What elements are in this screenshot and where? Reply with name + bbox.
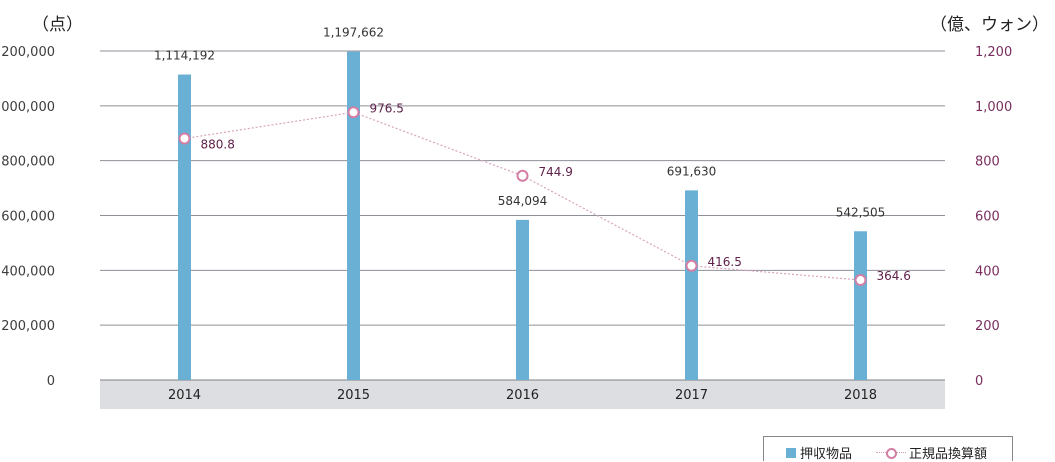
x-tick-label: 2018 bbox=[844, 388, 877, 403]
line-point bbox=[347, 106, 360, 119]
legend-line-swatch bbox=[876, 447, 906, 459]
y-left-tick-label: 1,200,000 bbox=[0, 45, 55, 60]
bar bbox=[685, 190, 698, 380]
y-left-tick-label: 200,000 bbox=[1, 319, 55, 334]
line-point bbox=[178, 132, 191, 145]
y-right-tick-label: 600 bbox=[975, 210, 1000, 225]
line-value-label: 976.5 bbox=[370, 101, 404, 115]
bar bbox=[178, 74, 191, 380]
x-tick-label: 2014 bbox=[168, 388, 201, 403]
bar-value-label: 542,505 bbox=[836, 205, 886, 219]
bar-value-label: 1,114,192 bbox=[154, 49, 215, 63]
x-tick-label: 2015 bbox=[337, 388, 370, 403]
y-left-tick-label: 1,000,000 bbox=[0, 100, 55, 115]
bar-value-label: 584,094 bbox=[498, 194, 548, 208]
legend-item-genuine-value: 正規品換算額 bbox=[876, 443, 987, 462]
bar bbox=[854, 231, 867, 380]
legend-label-seized-goods: 押収物品 bbox=[800, 447, 853, 462]
y-right-tick-label: 800 bbox=[975, 155, 1000, 170]
y-left-tick-label: 800,000 bbox=[1, 155, 55, 170]
legend-label-genuine-value: 正規品換算額 bbox=[909, 447, 988, 462]
line-value-label: 416.5 bbox=[708, 255, 742, 269]
bar-value-label: 691,630 bbox=[667, 164, 717, 178]
line-point bbox=[854, 274, 867, 287]
line-point bbox=[685, 259, 698, 272]
y-left-tick-label: 600,000 bbox=[1, 210, 55, 225]
y-right-tick-label: 200 bbox=[975, 319, 1000, 334]
line-value-label: 744.9 bbox=[539, 165, 573, 179]
y-right-tick-label: 1,200 bbox=[975, 45, 1012, 60]
y-right-tick-label: 1,000 bbox=[975, 100, 1012, 115]
left-axis-unit-label: （点） bbox=[32, 15, 83, 35]
y-left-tick-label: 400,000 bbox=[1, 264, 55, 279]
x-tick-label: 2016 bbox=[506, 388, 539, 403]
bar bbox=[516, 219, 529, 380]
bar-value-label: 1,197,662 bbox=[323, 26, 384, 40]
legend-item-seized-goods: 押収物品 bbox=[786, 443, 852, 462]
y-right-tick-label: 0 bbox=[975, 374, 983, 389]
bar bbox=[347, 51, 360, 381]
right-axis-unit-label: （億、ウォン） bbox=[930, 15, 1049, 35]
line-point bbox=[516, 169, 529, 182]
chart-legend: 押収物品 正規品換算額 bbox=[763, 436, 1013, 462]
line-value-label: 364.6 bbox=[877, 269, 911, 283]
x-axis-band bbox=[100, 380, 945, 409]
line-value-label: 880.8 bbox=[201, 138, 235, 152]
x-tick-label: 2017 bbox=[675, 388, 708, 403]
y-right-tick-label: 400 bbox=[975, 264, 1000, 279]
legend-bar-swatch bbox=[786, 447, 796, 458]
y-left-tick-label: 0 bbox=[47, 374, 55, 389]
